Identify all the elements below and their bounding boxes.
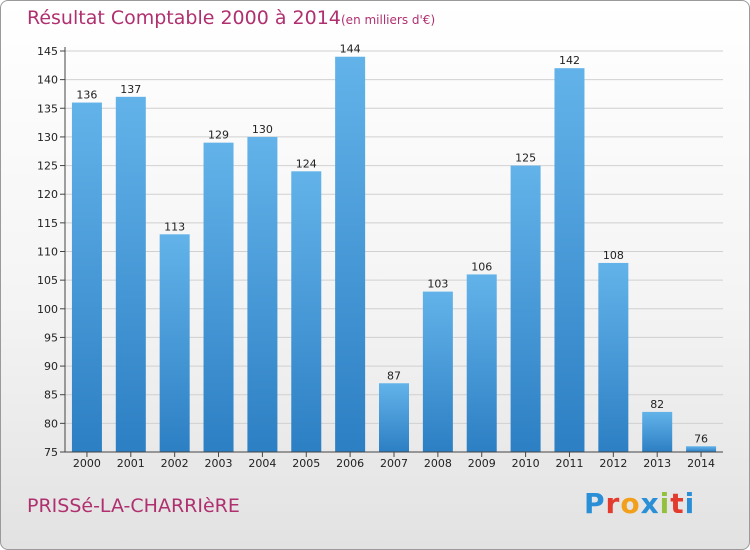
logo-letter: i — [659, 487, 671, 520]
data-label-2006: 144 — [340, 43, 361, 56]
data-label-2011: 142 — [559, 54, 580, 67]
x-tick-label-2002: 2002 — [161, 457, 189, 470]
x-tick-label-2007: 2007 — [380, 457, 408, 470]
logo-letter: P — [584, 487, 606, 520]
place-name: PRISSé-LA-CHARRIèRE — [27, 495, 240, 517]
y-tick-label: 105 — [37, 274, 58, 287]
x-tick-label-2003: 2003 — [205, 457, 233, 470]
bar-2005 — [291, 171, 322, 453]
bar-2006 — [335, 56, 366, 452]
data-label-2009: 106 — [471, 260, 492, 273]
bar-2009 — [466, 274, 497, 452]
y-tick-label: 120 — [37, 188, 58, 201]
bar-2013 — [642, 411, 673, 452]
y-tick-label: 85 — [44, 389, 58, 402]
data-label-2004: 130 — [252, 123, 273, 136]
x-tick-label-2011: 2011 — [555, 457, 583, 470]
y-tick-label: 135 — [37, 102, 58, 115]
x-tick-label-2010: 2010 — [512, 457, 540, 470]
data-label-2008: 103 — [427, 278, 448, 291]
data-label-2010: 125 — [515, 152, 536, 165]
y-tick-label: 125 — [37, 160, 58, 173]
bar-2012 — [598, 262, 629, 452]
logo-letter: i — [684, 487, 696, 520]
logo-letter: r — [605, 487, 621, 520]
logo-letter: t — [670, 487, 685, 520]
x-tick-label-2000: 2000 — [73, 457, 101, 470]
data-label-2001: 137 — [120, 83, 141, 96]
logo-letter: x — [640, 487, 660, 520]
proxiti-logo: Proxiti — [584, 487, 695, 520]
y-tick-label: 75 — [44, 446, 58, 459]
bars — [71, 56, 717, 453]
bar-2003 — [203, 142, 234, 452]
bar-2011 — [554, 68, 585, 452]
bar-2004 — [247, 136, 278, 452]
x-tick-label-2008: 2008 — [424, 457, 452, 470]
y-tick-label: 80 — [44, 417, 58, 430]
bar-2014 — [686, 446, 717, 452]
data-label-2000: 136 — [76, 89, 97, 102]
x-tick-label-2001: 2001 — [117, 457, 145, 470]
data-label-2003: 129 — [208, 129, 229, 142]
x-tick-label-2004: 2004 — [248, 457, 276, 470]
bar-2002 — [159, 234, 190, 452]
x-tick-label-2005: 2005 — [292, 457, 320, 470]
y-tick-label: 90 — [44, 360, 58, 373]
labels: 75 80 85 90 95 100 105 110 115 120 125 130 135 140 145… — [37, 43, 715, 470]
y-tick-label: 140 — [37, 74, 58, 87]
y-tick-label: 95 — [44, 331, 58, 344]
data-label-2002: 113 — [164, 220, 185, 233]
y-tick-label: 130 — [37, 131, 58, 144]
x-tick-label-2013: 2013 — [643, 457, 671, 470]
y-tick-label: 110 — [37, 246, 58, 259]
data-label-2014: 76 — [694, 432, 708, 445]
x-tick-label-2006: 2006 — [336, 457, 364, 470]
y-tick-label: 100 — [37, 303, 58, 316]
bar-2007 — [379, 383, 409, 452]
bar-2001 — [115, 96, 146, 452]
x-tick-label-2012: 2012 — [599, 457, 627, 470]
bar-2008 — [422, 291, 453, 452]
logo-letter: o — [620, 487, 641, 520]
bar-2010 — [510, 165, 541, 453]
data-label-2013: 82 — [650, 398, 664, 411]
axes — [60, 47, 723, 457]
y-tick-label: 115 — [37, 217, 58, 230]
data-label-2012: 108 — [603, 249, 624, 262]
data-label-2007: 87 — [387, 369, 401, 382]
y-tick-label: 145 — [37, 45, 58, 58]
x-tick-label-2014: 2014 — [687, 457, 715, 470]
x-tick-label-2009: 2009 — [468, 457, 496, 470]
data-label-2005: 124 — [296, 157, 317, 170]
bar-2000 — [71, 102, 102, 453]
chart-title: Résultat Comptable 2000 à 2014 — [27, 7, 341, 29]
chart-subtitle: (en milliers d'€) — [341, 13, 436, 27]
